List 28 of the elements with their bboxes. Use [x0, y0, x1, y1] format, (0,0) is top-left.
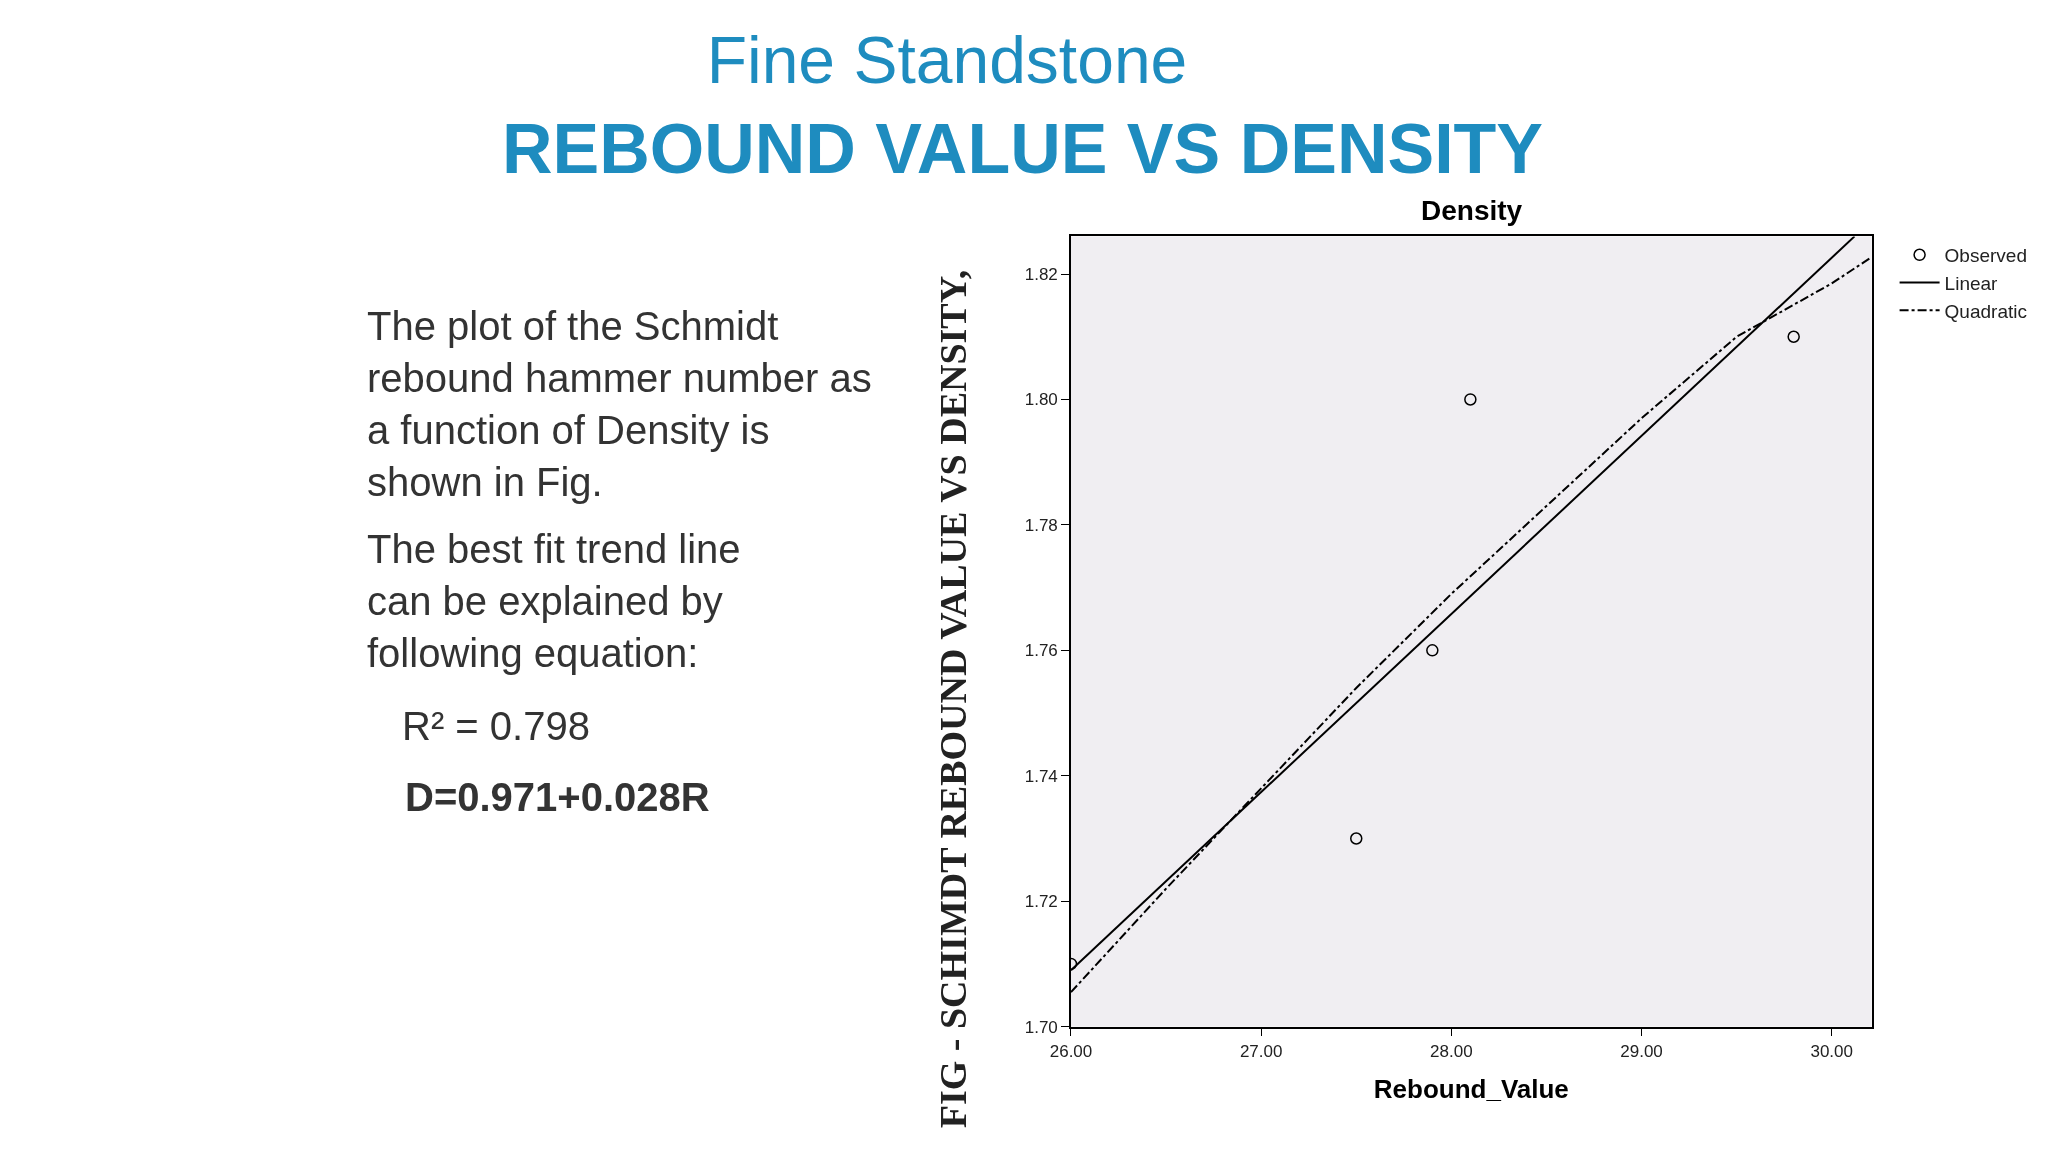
text: The plot of the Schmidt rebound hammer number as a function of Density is shown in Fig.	[367, 304, 872, 504]
legend-label: Linear	[1944, 272, 1999, 294]
legend-label: Quadratic	[1944, 300, 2027, 322]
text: FIG - SCHIMDT REBOUND VALUE VS DENSITY,	[932, 269, 975, 1129]
y-tick-label: 1.74	[1024, 766, 1058, 786]
x-tick-label: 30.00	[1810, 1041, 1853, 1061]
chart-title: Fine Standstone	[706, 23, 1188, 98]
text: Density	[1421, 195, 1523, 226]
legend-label: Observed	[1944, 245, 2027, 267]
x-tick-label: 27.00	[1239, 1041, 1283, 1061]
y-tick-label: 1.82	[1024, 264, 1058, 284]
x-tick-label: 28.00	[1430, 1041, 1473, 1061]
y-tick-label: 1.80	[1024, 390, 1058, 410]
text: The best fit trend line can be explained by following equation:	[367, 527, 741, 675]
text: D=0.971+0.028R	[405, 775, 710, 819]
x-axis-title: Rebound_Value	[1373, 1074, 1569, 1105]
y-tick-label: 1.76	[1024, 641, 1058, 661]
x-tick-label: 29.00	[1620, 1041, 1663, 1061]
y-tick-label: 1.78	[1024, 515, 1058, 535]
text: R² = 0.798	[402, 704, 590, 748]
point	[1787, 330, 1800, 343]
y-tick-label: 1.70	[1024, 1017, 1058, 1037]
x-tick-label: 26.00	[1049, 1041, 1093, 1061]
chart-subtitle: REBOUND VALUE VS DENSITY	[502, 110, 1544, 188]
point	[1350, 832, 1363, 845]
point	[1426, 644, 1439, 657]
y-tick-label: 1.72	[1024, 892, 1058, 912]
point	[1464, 393, 1477, 406]
